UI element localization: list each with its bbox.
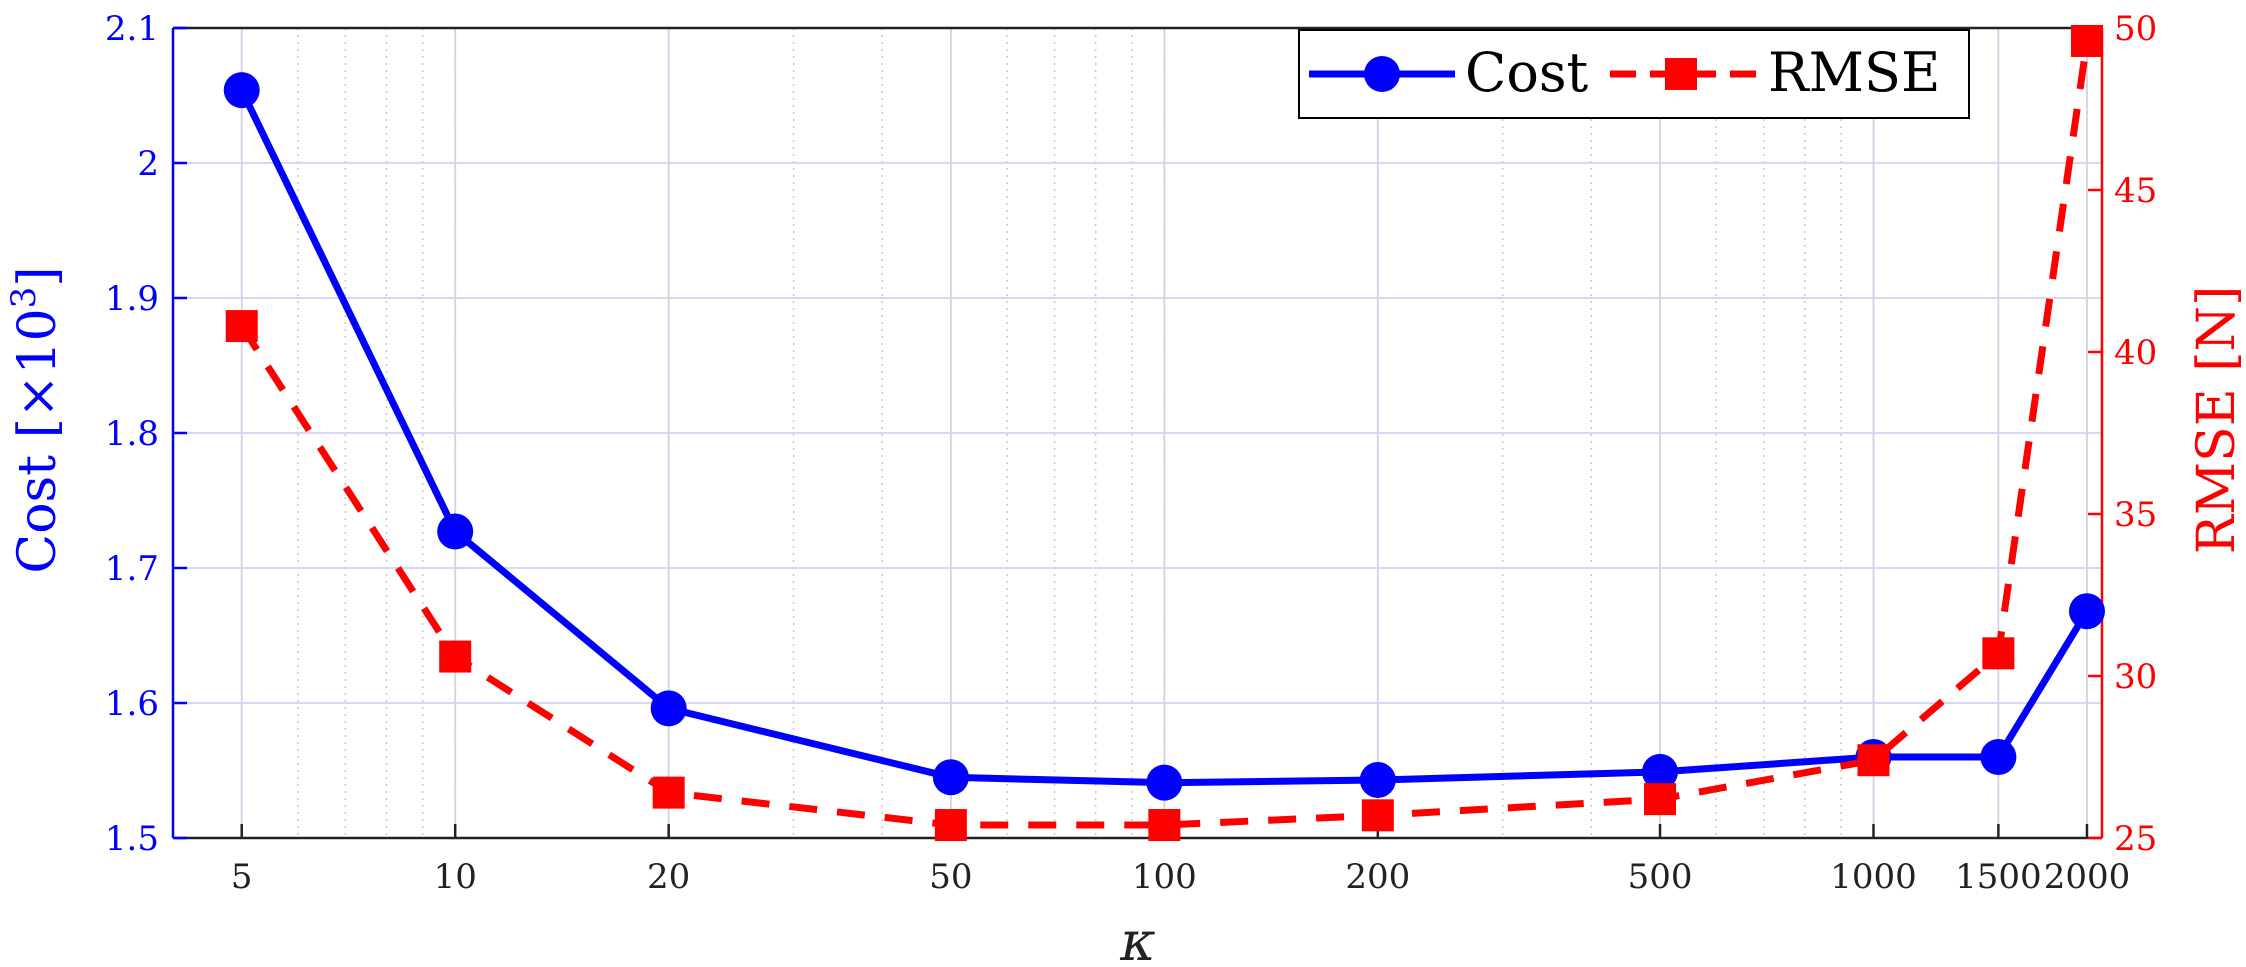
data-point-cost: [1146, 764, 1183, 801]
data-point-rmse: [1148, 809, 1181, 842]
grid-layer: [173, 27, 2102, 839]
y-right-tick-label: 25: [2114, 819, 2157, 859]
data-point-rmse: [652, 776, 685, 809]
x-tick-label: 1000: [1830, 857, 1917, 897]
legend: Cost RMSE: [1298, 29, 1970, 119]
legend-rmse-marker: [1665, 58, 1697, 90]
y-right-tick-label: 40: [2114, 333, 2157, 373]
data-point-rmse: [934, 809, 967, 842]
y-right-tick-label: 50: [2114, 9, 2157, 49]
data-point-cost: [650, 690, 687, 727]
x-tick-label: 100: [1132, 857, 1197, 897]
y-left-tick-label: 2: [137, 144, 159, 184]
x-tick-label: 500: [1628, 857, 1693, 897]
legend-cost-marker: [1364, 56, 1400, 92]
legend-cost-label: Cost: [1465, 41, 1589, 104]
x-axis-label: κ: [1119, 910, 1155, 967]
data-point-cost: [932, 759, 969, 796]
data-point-cost: [2068, 593, 2105, 630]
y-left-label-unit-prefix: [×10: [8, 308, 68, 438]
data-point-cost: [1980, 739, 2017, 775]
x-tick-label: 20: [647, 857, 690, 897]
x-tick-label: 50: [929, 857, 972, 897]
x-tick-label: 10: [434, 857, 477, 897]
data-point-rmse: [1857, 744, 1890, 777]
legend-rmse-label: RMSE: [1768, 41, 1940, 104]
data-point-rmse: [2070, 24, 2103, 57]
data-point-rmse: [1982, 637, 2015, 670]
series-layer: [223, 24, 2105, 842]
y-left-label-unit-exp: 3: [4, 287, 44, 309]
series-line-cost: [238, 88, 2090, 787]
x-tick-label: 5: [231, 857, 253, 897]
y-right-tick-label: 35: [2114, 495, 2157, 535]
y-left-tick-label: 1.5: [105, 819, 159, 859]
data-point-rmse: [225, 310, 258, 343]
y-right-tick-label: 45: [2114, 171, 2157, 211]
y-left-tick-label: 1.6: [105, 684, 159, 724]
y-left-tick-label: 1.7: [105, 549, 159, 589]
data-point-rmse: [1644, 783, 1677, 816]
x-tick-label: 200: [1345, 857, 1410, 897]
y-left-tick-label: 1.9: [105, 279, 159, 319]
data-point-rmse: [1361, 799, 1394, 832]
data-point-cost: [437, 513, 474, 550]
x-tick-label: 1500: [1955, 857, 2042, 897]
y-left-tick-label: 1.8: [105, 414, 159, 454]
y-axis-right-label: RMSE [N]: [2187, 286, 2246, 555]
y-axis-left-label: Cost [×103]: [4, 266, 68, 573]
x-tick-label: 2000: [2044, 857, 2131, 897]
y-left-label-unit-suffix: ]: [8, 266, 68, 286]
axes-layer: 1.5 1.6 1.7 1.8 1.9 2 2.1 25 30 35 40 45 50 5 10 20 50 10…: [105, 9, 2157, 897]
y-right-tick-label: 30: [2114, 657, 2157, 697]
y-left-label-text: Cost: [8, 455, 68, 574]
y-left-tick-label: 2.1: [105, 9, 159, 49]
series-line-rmse: [238, 40, 2091, 829]
data-point-rmse: [439, 640, 472, 673]
data-point-cost: [1359, 761, 1396, 798]
data-point-cost: [1642, 753, 1679, 790]
data-point-cost: [223, 72, 260, 109]
